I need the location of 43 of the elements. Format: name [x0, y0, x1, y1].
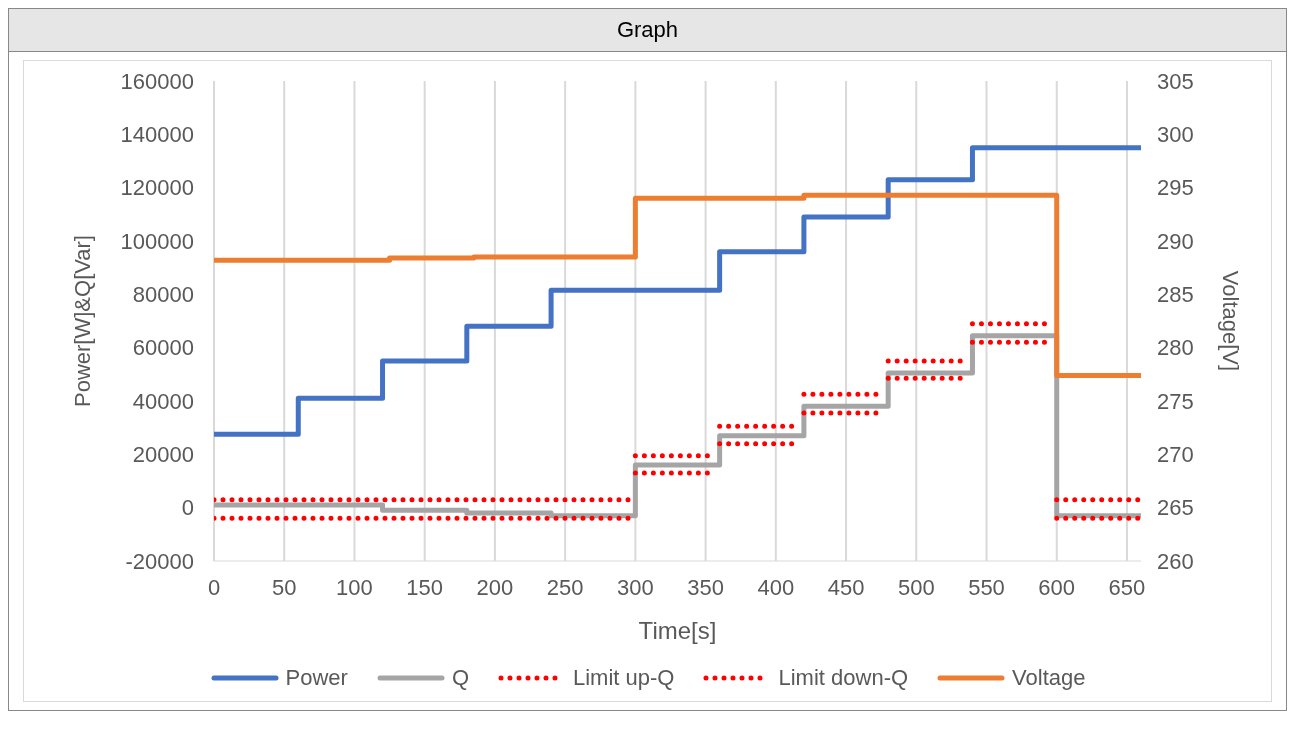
- x-tick-label: 400: [757, 574, 795, 600]
- legend-label: Limit down-Q: [778, 665, 909, 691]
- y-tick-label: 100000: [120, 228, 194, 254]
- y-tick-label: 0: [181, 495, 194, 521]
- y-axis-title: Power[W]&Q[Var]: [69, 235, 95, 407]
- y-tick-label: 40000: [132, 388, 194, 414]
- y2-tick-label: 270: [1157, 442, 1194, 468]
- x-tick-label: 450: [827, 574, 865, 600]
- x-tick-label: 150: [406, 574, 444, 600]
- y2-tick-label: 260: [1157, 548, 1194, 574]
- x-tick-label: 300: [617, 574, 654, 600]
- legend-label: Power: [285, 665, 348, 691]
- y2-tick-label: 275: [1157, 388, 1194, 414]
- y2-tick-label: 280: [1157, 335, 1194, 361]
- x-tick-label: 50: [271, 574, 297, 600]
- y-tick-label: 160000: [120, 68, 194, 94]
- y2-tick-label: 265: [1157, 495, 1194, 521]
- y2-tick-label: 300: [1157, 122, 1194, 148]
- legend-label: Voltage: [1012, 665, 1086, 691]
- y-tick-label: -20000: [125, 548, 194, 574]
- y-tick-label: 20000: [132, 442, 194, 468]
- y-tick-label: 80000: [132, 282, 194, 308]
- y2-tick-label: 295: [1157, 175, 1194, 201]
- x-tick-label: 600: [1038, 574, 1076, 600]
- y-tick-label: 60000: [132, 335, 194, 361]
- y2-tick-label: 290: [1157, 228, 1194, 254]
- legend-label: Limit up-Q: [573, 665, 675, 691]
- y-tick-label: 120000: [120, 175, 194, 201]
- x-tick-label: 0: [207, 574, 221, 600]
- legend-label: Q: [451, 665, 469, 691]
- chart-title: Graph: [9, 9, 1286, 52]
- x-tick-label: 100: [336, 574, 373, 600]
- x-axis-title: Time[s]: [638, 617, 717, 644]
- y2-tick-label: 305: [1157, 68, 1194, 94]
- y-tick-label: 140000: [120, 122, 194, 148]
- y2-tick-label: 285: [1157, 282, 1194, 308]
- x-tick-label: 200: [476, 574, 514, 600]
- x-tick-label: 350: [687, 574, 724, 600]
- x-tick-label: 650: [1108, 574, 1146, 600]
- x-tick-label: 250: [546, 574, 584, 600]
- y2-axis-title: Voltage[V]: [1218, 270, 1244, 372]
- x-tick-label: 550: [968, 574, 1005, 600]
- x-tick-label: 500: [897, 574, 935, 600]
